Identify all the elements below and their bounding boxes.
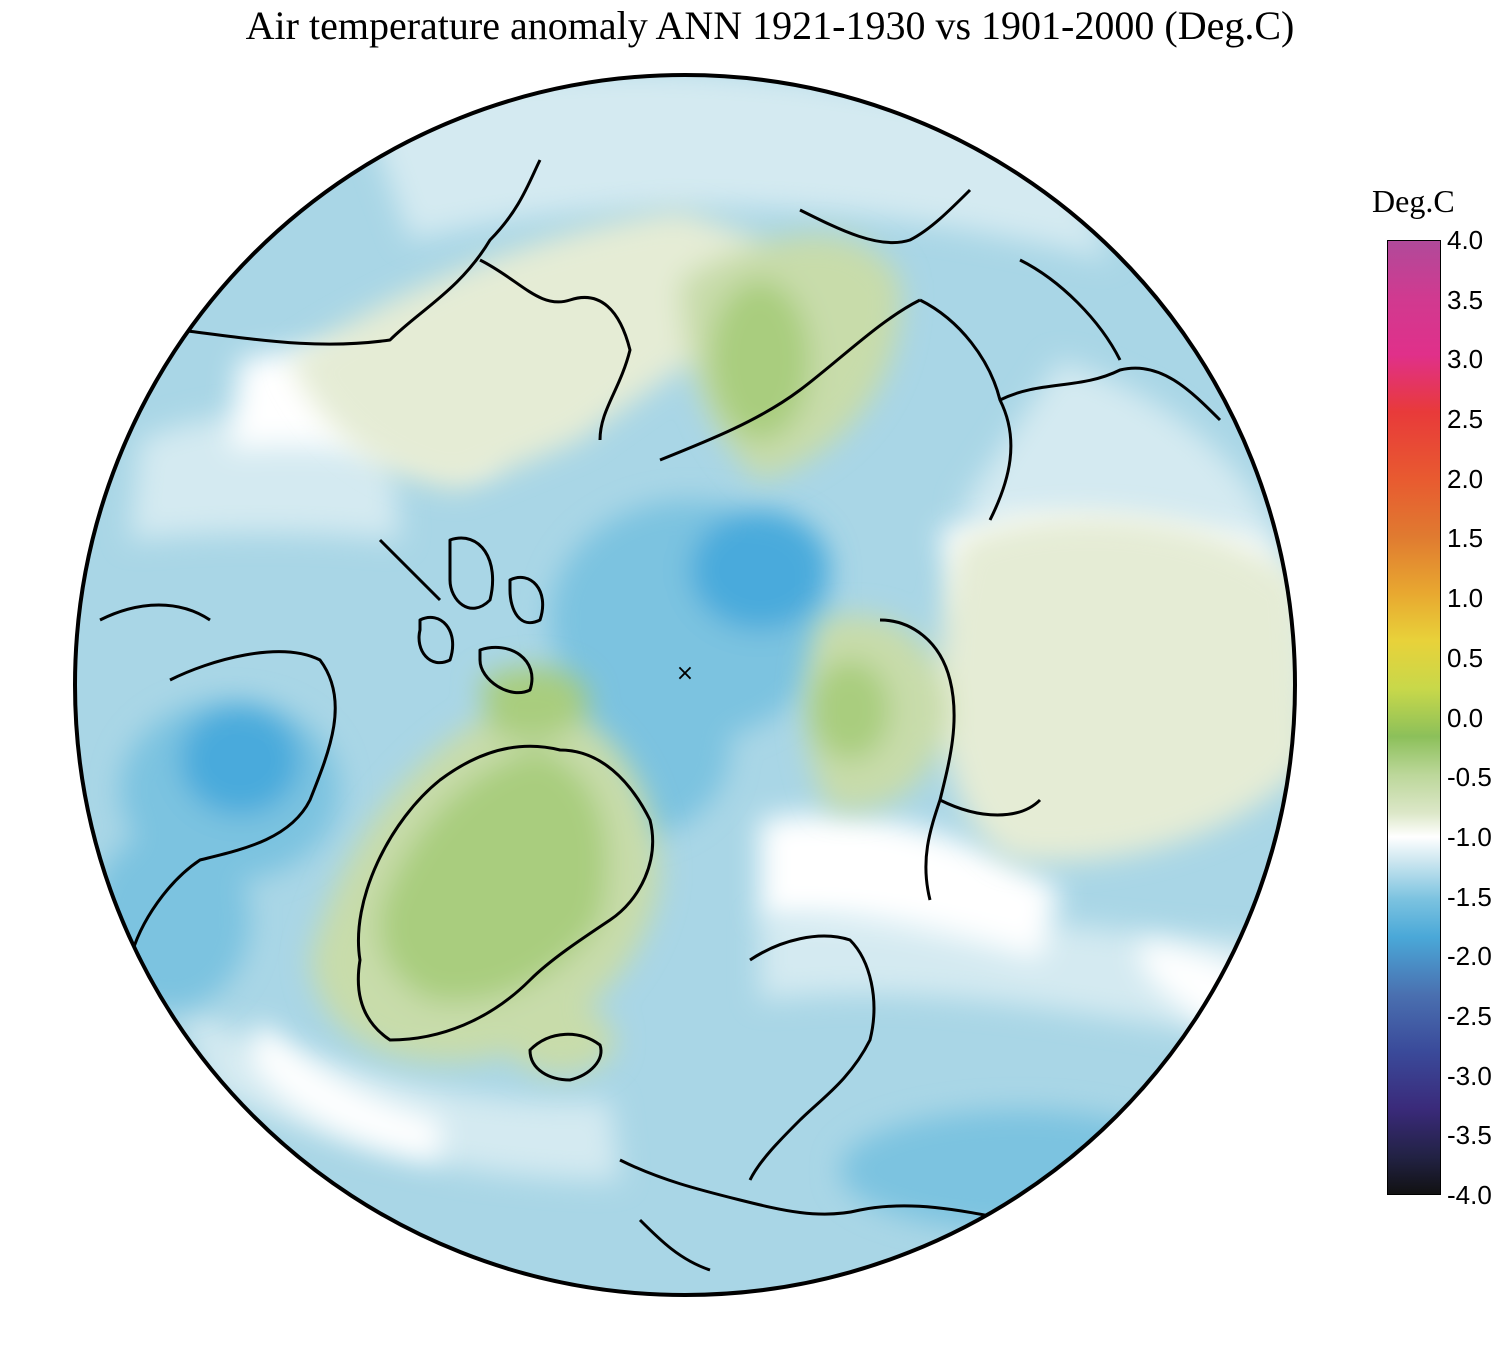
north-pole-marker: × — [676, 661, 694, 686]
colorbar-tick-label: -1.5 — [1447, 881, 1492, 912]
colorbar-tick-label: -0.5 — [1447, 762, 1492, 793]
colorbar-tick-label: 3.0 — [1447, 344, 1484, 375]
north-america-coast — [99, 159, 632, 961]
greenland-coast — [356, 744, 655, 1042]
colorbar-tick-label: -3.5 — [1447, 1120, 1492, 1151]
colorbar-tick-label: 1.5 — [1447, 523, 1484, 554]
map-boundary-circle — [73, 73, 1297, 1297]
colorbar-tick-label: -2.0 — [1447, 941, 1492, 972]
colorbar-tick-label: -2.5 — [1447, 1000, 1492, 1031]
scandinavia-coast — [748, 934, 876, 1181]
colorbar — [1387, 240, 1441, 1195]
polar-map: × — [73, 73, 1297, 1297]
europe-coast — [619, 1158, 1011, 1272]
colorbar-tick-label: 3.5 — [1447, 284, 1484, 315]
colorbar-tick-label: 0.0 — [1447, 702, 1484, 733]
legend-unit-label: Deg.C — [1372, 183, 1455, 219]
iceland-coast — [528, 1032, 603, 1082]
colorbar-tick-label: 2.5 — [1447, 404, 1484, 435]
canadian-archipelago — [378, 536, 545, 695]
colorbar-gradient — [1387, 240, 1441, 1195]
alaska-coast — [799, 188, 1122, 361]
colorbar-tick-label: -1.0 — [1447, 821, 1492, 852]
coastlines — [99, 159, 1222, 1272]
colorbar-tick-label: -3.0 — [1447, 1060, 1492, 1091]
eurasia-coast — [659, 298, 1222, 901]
colorbar-tick-label: 2.0 — [1447, 463, 1484, 494]
colorbar-tick-label: -4.0 — [1447, 1180, 1492, 1210]
colorbar-tick-label: 0.5 — [1447, 642, 1484, 673]
colorbar-tick-label: 4.0 — [1447, 225, 1484, 255]
colorbar-tick-label: 1.0 — [1447, 583, 1484, 614]
anomaly-field — [75, 75, 1295, 1295]
map-title: Air temperature anomaly ANN 1921-1930 vs… — [245, 3, 1295, 48]
